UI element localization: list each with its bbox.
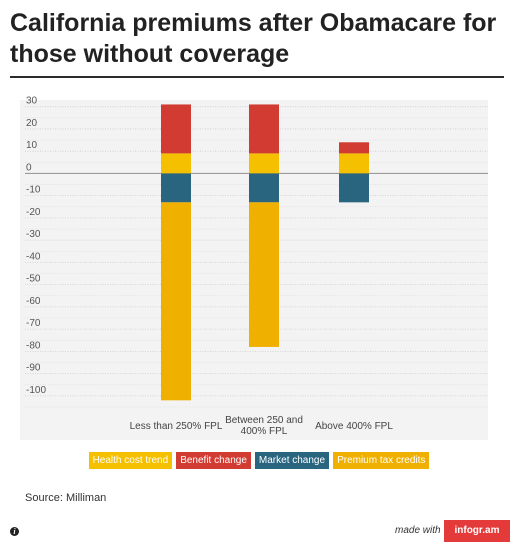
source-note: Source: Milliman	[25, 492, 107, 504]
x-category-label: Less than 250% FPL	[130, 421, 223, 432]
y-tick-label: -10	[26, 185, 41, 196]
y-tick-label: -20	[26, 207, 41, 218]
bar-health-cost-trend[interactable]	[339, 153, 369, 174]
legend-market-change[interactable]: Market change	[254, 452, 330, 469]
y-tick-label: -60	[26, 296, 41, 307]
bar-premium-tax-credits[interactable]	[249, 202, 279, 347]
y-tick-label: 10	[26, 140, 38, 151]
y-tick-label: -100	[26, 385, 46, 396]
y-tick-label: 0	[26, 162, 32, 173]
chart-title: California premiums after Obamacare for …	[10, 9, 497, 68]
infogram-logo[interactable]: infogr.am	[444, 520, 510, 542]
bar-market-change[interactable]	[249, 173, 279, 203]
legend-benefit-change[interactable]: Benefit change	[176, 452, 251, 469]
bar-market-change[interactable]	[161, 173, 191, 203]
bar-benefit-change[interactable]	[249, 104, 279, 154]
x-category-label: Between 250 and	[225, 415, 303, 426]
x-category-label: 400% FPL	[241, 426, 288, 437]
y-tick-label: 30	[26, 96, 38, 107]
legend-premium-tax-credits[interactable]: Premium tax credits	[333, 452, 430, 469]
y-tick-label: -90	[26, 363, 41, 374]
bar-benefit-change[interactable]	[339, 142, 369, 154]
y-tick-label: -70	[26, 318, 41, 329]
y-tick-label: 20	[26, 118, 38, 129]
grid-lines	[25, 106, 488, 408]
bar-health-cost-trend[interactable]	[249, 153, 279, 174]
bar-benefit-change[interactable]	[161, 104, 191, 154]
title-divider	[10, 76, 504, 78]
made-with-label: made with	[395, 525, 441, 536]
bar-premium-tax-credits[interactable]	[161, 202, 191, 401]
legend-health-cost-trend[interactable]: Health cost trend	[88, 452, 173, 469]
legend: Health cost trend Benefit change Market …	[0, 452, 518, 469]
y-tick-label: -50	[26, 274, 41, 285]
y-axis-ticks: 30 20 10 0 -10 -20 -30 -40 -50 -60 -70 -80 -90 -100	[26, 96, 46, 396]
y-tick-label: -80	[26, 340, 41, 351]
bar-market-change[interactable]	[339, 173, 369, 203]
x-category-label: Above 400% FPL	[315, 421, 393, 432]
bar-health-cost-trend[interactable]	[161, 153, 191, 174]
y-tick-label: -30	[26, 229, 41, 240]
bar-group	[161, 104, 369, 401]
y-tick-label: -40	[26, 251, 41, 262]
info-icon[interactable]: i	[10, 527, 19, 536]
